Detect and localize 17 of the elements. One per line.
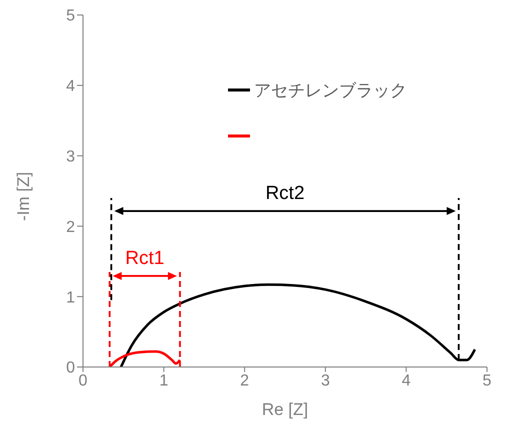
y-tick-label: 5 (66, 8, 76, 25)
x-tick-label: 4 (402, 372, 411, 390)
x-axis-title: Re [Z] (262, 400, 308, 419)
x-tick-label: 5 (482, 372, 492, 390)
annotation: Rct1 (125, 248, 164, 269)
y-tick-label: 4 (66, 78, 76, 96)
x-tick-label: 0 (78, 372, 88, 390)
y-axis-title: -Im [Z] (14, 172, 34, 221)
y-tick-label: 2 (66, 218, 76, 236)
annotation: Rct2 (265, 183, 305, 204)
x-tick-label: 1 (159, 372, 168, 390)
y-tick-label: 1 (66, 289, 76, 306)
y-tick-label: 3 (66, 148, 76, 166)
y-tick-label: 0 (66, 360, 76, 377)
x-tick-label: 2 (240, 372, 250, 390)
legend-label: アセチレンブラック (254, 80, 407, 102)
x-tick-label: 3 (320, 372, 330, 390)
